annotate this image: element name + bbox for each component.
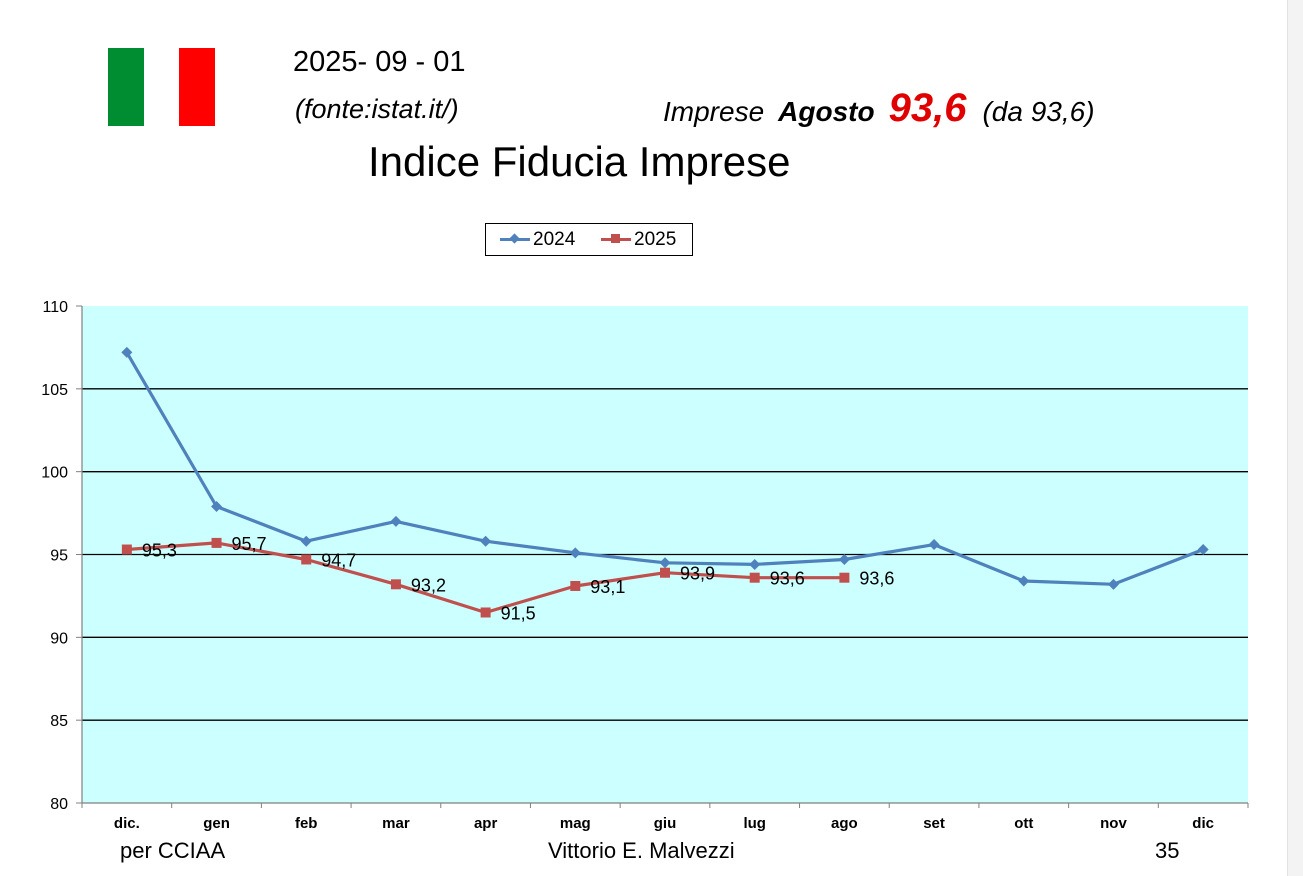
plot-area — [82, 306, 1248, 803]
point-2025-8 — [839, 572, 850, 583]
point-2024-0 — [121, 346, 133, 358]
x-tick-label-7: lug — [743, 815, 766, 832]
vertical-scrollbar[interactable] — [1287, 0, 1303, 876]
point-2025-5 — [570, 580, 581, 591]
point-2024-6 — [659, 557, 671, 569]
y-tick-label-95: 95 — [50, 548, 68, 565]
data-label-2025-2: 94,7 — [321, 550, 356, 570]
x-tick-label-3: mar — [382, 815, 410, 832]
x-tick-label-4: apr — [474, 815, 498, 832]
legend-label-2024: 2024 — [533, 228, 576, 250]
data-label-2025-8: 93,6 — [859, 569, 894, 589]
data-label-2025-3: 93,2 — [411, 575, 446, 595]
y-tick-label-80: 80 — [50, 796, 68, 813]
point-2025-4 — [480, 607, 491, 618]
point-2024-3 — [390, 515, 402, 527]
diamond-marker-icon — [509, 233, 520, 244]
headline: Imprese Agosto 93,6 (da 93,6) — [663, 86, 1095, 131]
data-label-2025-5: 93,1 — [590, 577, 625, 597]
y-tick-label-90: 90 — [50, 630, 68, 647]
source-link[interactable]: istat.it/) — [371, 94, 459, 124]
x-tick-label-9: set — [923, 815, 945, 832]
flag-white-band — [144, 48, 179, 126]
legend-item-2024: 2024 — [500, 224, 575, 255]
footer-left: per CCIAA — [120, 838, 226, 863]
point-2025-0 — [121, 544, 132, 555]
series-line-2024 — [125, 351, 1204, 586]
point-2024-1 — [211, 500, 223, 512]
source-note: (fonte:istat.it/) — [295, 94, 459, 125]
data-label-2025-1: 95,7 — [232, 534, 267, 554]
x-tick-label-11: nov — [1100, 815, 1127, 832]
point-2024-9 — [928, 539, 940, 551]
headline-month: Agosto — [778, 96, 875, 127]
x-tick-label-10: ott — [1014, 815, 1033, 832]
flag-red-band — [179, 48, 215, 126]
series-line-2025 — [126, 541, 845, 615]
point-2024-11 — [1107, 578, 1119, 590]
legend-label-2025: 2025 — [634, 228, 677, 250]
headline-label: Imprese — [663, 96, 765, 127]
point-2025-2 — [301, 554, 312, 565]
point-2024-4 — [480, 535, 492, 547]
footer-page-number: 35 — [1155, 838, 1180, 863]
source-prefix: (fonte: — [295, 94, 372, 124]
point-2025-6 — [660, 567, 670, 578]
point-2024-5 — [569, 547, 581, 559]
data-label-2025-4: 91,5 — [501, 603, 536, 623]
point-2025-3 — [390, 579, 401, 590]
y-tick-label-105: 105 — [41, 382, 68, 399]
point-2024-10 — [1018, 575, 1030, 587]
chart-title: Indice Fiducia Imprese — [368, 138, 791, 185]
x-tick-label-12: dic — [1192, 815, 1214, 832]
y-tick-label-110: 110 — [42, 299, 68, 316]
legend-item-2025: 2025 — [601, 224, 676, 255]
point-2024-8 — [838, 553, 850, 565]
chart-legend: 2024 2025 — [485, 223, 693, 256]
footer-author: Vittorio E. Malvezzi — [548, 838, 735, 863]
square-marker-icon — [611, 234, 620, 243]
x-tick-label-2: feb — [295, 815, 318, 832]
italian-flag — [108, 48, 215, 126]
report-date: 2025- 09 - 01 — [293, 46, 466, 78]
x-tick-label-1: gen — [203, 815, 230, 832]
x-tick-label-0: dic. — [114, 815, 140, 832]
x-tick-label-8: ago — [831, 815, 858, 832]
y-tick-label-100: 100 — [41, 465, 68, 482]
point-2024-2 — [300, 535, 312, 547]
point-2024-7 — [749, 558, 761, 570]
point-2024-12 — [1197, 544, 1209, 556]
y-tick-label-85: 85 — [50, 713, 68, 730]
data-label-2025-0: 95,3 — [142, 541, 177, 561]
flag-green-band — [108, 48, 144, 126]
data-label-2025-7: 93,6 — [770, 569, 805, 589]
point-2025-1 — [211, 537, 222, 548]
legend-swatch-2025 — [601, 234, 631, 243]
point-2025-7 — [749, 572, 760, 583]
data-label-2025-6: 93,9 — [680, 564, 715, 584]
headline-value: 93,6 — [888, 86, 967, 130]
x-tick-label-6: giu — [654, 815, 677, 832]
legend-swatch-2024 — [500, 233, 530, 244]
x-tick-label-5: mag — [560, 815, 591, 832]
headline-previous: (da 93,6) — [982, 96, 1095, 127]
